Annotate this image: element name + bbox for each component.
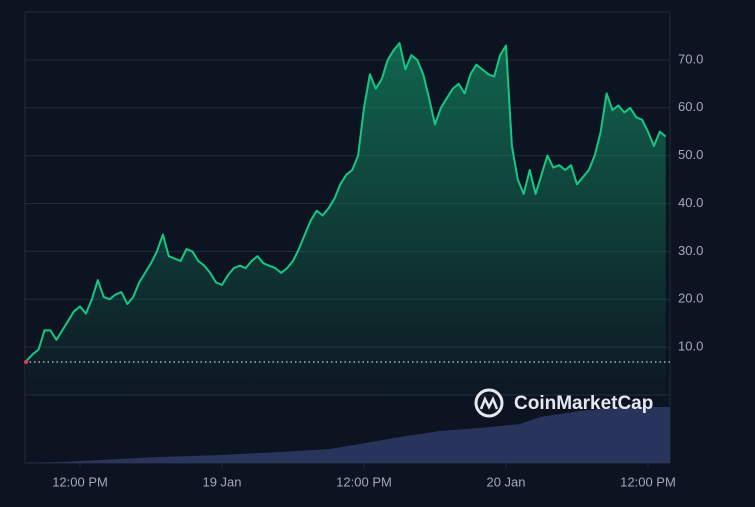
y-tick-label: 10.0 xyxy=(678,339,703,354)
watermark: CoinMarketCap xyxy=(474,388,653,418)
y-tick-label: 30.0 xyxy=(678,243,703,258)
baseline-dot xyxy=(24,359,28,364)
price-area xyxy=(26,43,666,395)
y-tick-label: 50.0 xyxy=(678,147,703,162)
x-tick-label: 20 Jan xyxy=(486,474,525,489)
volume-area xyxy=(25,407,670,463)
x-tick-label: 12:00 PM xyxy=(52,474,108,489)
watermark-logo xyxy=(474,388,504,418)
y-tick-label: 20.0 xyxy=(678,291,703,306)
x-tick-label: 19 Jan xyxy=(202,474,241,489)
x-tick-label: 12:00 PM xyxy=(336,474,392,489)
watermark-text: CoinMarketCap xyxy=(514,393,653,414)
y-tick-label: 60.0 xyxy=(678,99,703,114)
watermark-logo-mark xyxy=(479,395,499,410)
y-tick-label: 70.0 xyxy=(678,51,703,66)
price-line xyxy=(26,42,667,362)
x-tick-label: 12:00 PM xyxy=(620,474,676,489)
y-tick-label: 40.0 xyxy=(678,195,703,210)
